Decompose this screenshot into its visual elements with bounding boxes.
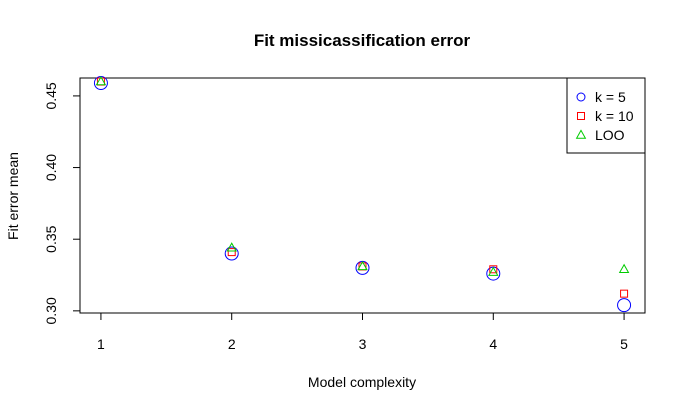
y-tick-label: 0.35 <box>43 225 59 252</box>
data-points <box>93 75 632 313</box>
y-axis-label: Fit error mean <box>5 152 21 240</box>
y-axis: 0.30 0.35 0.40 0.45 <box>43 82 80 324</box>
x-tick-label: 1 <box>97 336 105 352</box>
legend-marker <box>576 92 586 102</box>
data-point <box>489 265 498 274</box>
y-tick-label: 0.30 <box>43 297 59 324</box>
data-point <box>618 263 630 274</box>
legend-box <box>566 77 646 154</box>
data-point <box>357 260 368 271</box>
legend-marker <box>577 112 585 120</box>
legend-entry-label: LOO <box>595 127 625 143</box>
y-tick-label: 0.45 <box>43 82 59 109</box>
x-tick-label: 4 <box>489 336 497 352</box>
legend-entry-label: k = 10 <box>595 108 634 124</box>
data-point <box>620 289 629 298</box>
y-tick-label: 0.40 <box>43 154 59 181</box>
data-point <box>95 75 107 86</box>
x-axis: 1 2 3 4 5 <box>97 313 628 352</box>
data-point <box>617 298 632 313</box>
data-point <box>224 246 239 261</box>
chart-title: Fit missicassification error <box>254 31 471 50</box>
x-tick-label: 3 <box>359 336 367 352</box>
data-point <box>488 266 499 276</box>
legend-entry-label: k = 5 <box>595 89 626 105</box>
data-point <box>486 266 501 281</box>
legend-marker <box>575 129 587 139</box>
plot-frame <box>79 77 646 314</box>
x-tick-label: 2 <box>228 336 236 352</box>
legend: k = 5 k = 10 LOO <box>566 77 646 154</box>
x-tick-label: 5 <box>620 336 628 352</box>
data-point <box>226 242 237 252</box>
x-axis-label: Model complexity <box>308 374 416 390</box>
data-point <box>227 248 236 257</box>
